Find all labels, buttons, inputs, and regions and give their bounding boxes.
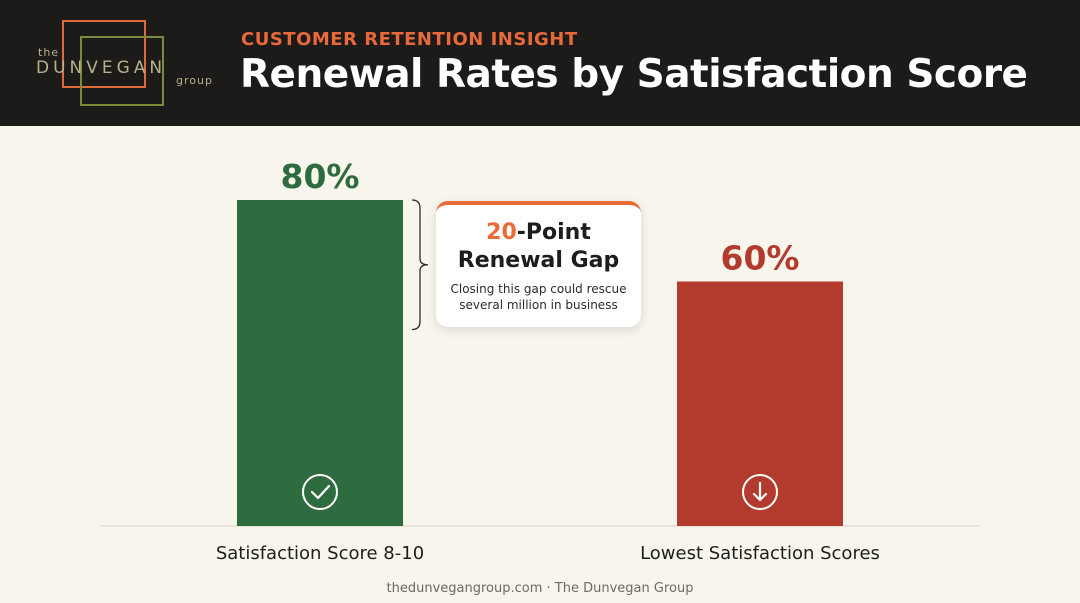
logo-square-orange — [62, 20, 146, 88]
value-label-1: 80% — [281, 157, 360, 196]
logo-name: DUNVEGAN — [36, 58, 167, 78]
bar-chart: 80% Satisfaction Score 8-10 60% Lowest Sati… — [100, 157, 980, 564]
header-bar: the DUNVEGAN group CUSTOMER RETENTION IN… — [0, 0, 1080, 126]
callout-heading-line2: Renewal Gap — [457, 248, 620, 273]
category-label-2: Lowest Satisfaction Scores — [640, 543, 880, 564]
callout-heading-rest: -Point — [516, 220, 591, 245]
check-circle-icon — [302, 474, 338, 510]
callout-gap-number: 20 — [486, 220, 517, 245]
callout-description: Closing this gap could rescue several mi… — [450, 282, 627, 312]
gap-callout: 20-Point Renewal Gap Closing this gap co… — [436, 201, 641, 327]
dunvegan-logo: the DUNVEGAN group — [34, 18, 213, 108]
category-label-1: Satisfaction Score 8-10 — [216, 543, 424, 564]
page-title: Renewal Rates by Satisfaction Score — [240, 52, 1028, 97]
gap-bracket — [411, 199, 429, 331]
bar-1 — [237, 200, 403, 526]
value-label-2: 60% — [721, 239, 800, 278]
logo-square-green — [80, 36, 164, 106]
footer-credit: thedunvegangroup.com · The Dunvegan Grou… — [386, 581, 694, 596]
arrow-down-circle-icon — [742, 474, 778, 510]
callout-heading-line1: 20-Point — [436, 219, 641, 247]
logo-group: group — [176, 74, 213, 87]
logo-the: the — [38, 46, 60, 59]
eyebrow-label: CUSTOMER RETENTION INSIGHT — [241, 29, 578, 50]
